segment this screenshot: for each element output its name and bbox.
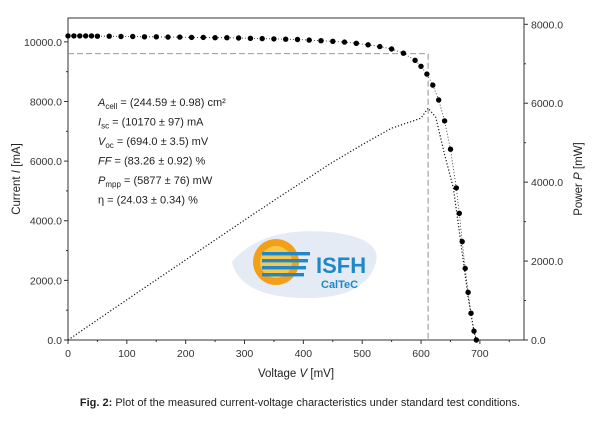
current-data-point [418, 63, 424, 69]
y-right-axis-label: Power P [mW] [573, 142, 585, 216]
logo-text-isfh: ISFH [316, 253, 366, 278]
current-data-point [459, 238, 465, 245]
annotation-line: Pmpp = (5877 ± 76) mW [98, 175, 213, 189]
current-data-point [259, 35, 265, 42]
plot-frame [67, 17, 525, 341]
current-data-point [453, 185, 459, 191]
current-data-point [141, 34, 148, 40]
current-data-point [106, 33, 112, 39]
current-data-point [473, 337, 479, 343]
y-left-axis-label: Current I [mA] [11, 143, 23, 215]
current-data-point [400, 50, 407, 56]
current-data-point [341, 39, 348, 45]
current-data-point [456, 210, 462, 216]
current-data-point [88, 33, 95, 39]
current-data-point [153, 34, 159, 40]
power-curve [67, 107, 477, 341]
logo-stripe [262, 259, 308, 263]
caption-label: Fig. 2: [79, 397, 113, 409]
current-data-point [247, 35, 254, 41]
current-data-point [447, 146, 454, 152]
current-data-point [318, 38, 324, 44]
current-data-point [365, 42, 371, 48]
current-data-point [235, 35, 242, 41]
current-data-point [471, 328, 477, 334]
y-right-tick-label: 4000.0 [531, 177, 563, 189]
x-tick-label: 300 [236, 348, 254, 360]
logo-stripe [262, 273, 304, 277]
current-data-point [283, 36, 289, 42]
y-right-tick-label: 2000.0 [531, 256, 563, 268]
logo-stripe [262, 252, 310, 256]
y-right-tick-label: 0.0 [531, 335, 546, 347]
current-data-point [165, 34, 171, 40]
current-data-point [130, 33, 136, 40]
current-data-point [412, 57, 418, 63]
x-tick-label: 100 [118, 348, 136, 360]
current-data-point [462, 265, 468, 272]
y-left-tick-label: 8000.0 [30, 96, 62, 108]
y-left-tick-label: 6000.0 [30, 156, 62, 168]
current-data-point [224, 35, 230, 41]
current-data-point [330, 38, 336, 44]
current-data-point [177, 34, 183, 40]
caption-text: Plot of the measured current-voltage cha… [112, 397, 521, 409]
current-data-point [118, 33, 124, 40]
current-curve-line [68, 35, 477, 341]
current-data-point [468, 310, 474, 316]
x-tick-label: 0 [65, 348, 71, 360]
x-axis-label: Voltage V [mV] [258, 368, 334, 380]
y-right-tick-label: 8000.0 [531, 19, 563, 31]
logo-text-caltec: CalTeC [321, 279, 358, 291]
current-data-point [441, 118, 448, 124]
y-left-tick-label: 0.0 [47, 335, 62, 347]
y-left-tick-label: 2000.0 [30, 275, 62, 287]
current-data-point [212, 35, 218, 41]
y-left-tick-label: 4000.0 [30, 216, 62, 228]
y-left-tick-label: 10000.0 [24, 37, 62, 49]
annotation-line: FF = (83.26 ± 0.92) % [98, 156, 205, 168]
current-data-point [388, 46, 395, 52]
annotation-line: Voc = (694.0 ± 3.5) mV [98, 136, 209, 150]
current-data-point [83, 33, 89, 39]
logo-stripe [262, 266, 306, 270]
current-data-point [71, 33, 77, 39]
current-data-point [65, 33, 71, 39]
current-data-point [465, 289, 471, 295]
y-right-tick-label: 6000.0 [531, 98, 563, 110]
current-data-point [77, 33, 83, 39]
current-data-point [436, 97, 442, 103]
current-data-point [94, 33, 101, 39]
annotation-line: Acell = (244.59 ± 0.98) cm² [97, 97, 226, 111]
x-tick-label: 700 [471, 348, 489, 360]
current-data-point [188, 34, 195, 41]
annotation-line: η = (24.03 ± 0.34) % [98, 195, 198, 207]
x-tick-label: 400 [295, 348, 313, 360]
current-data-point [200, 34, 206, 41]
current-data-point [353, 40, 359, 46]
current-data-point [271, 36, 277, 42]
current-data-point [294, 36, 301, 43]
current-data-point [306, 37, 312, 43]
figure-caption: Fig. 2: Plot of the measured current-vol… [0, 397, 600, 409]
current-data-point [430, 82, 436, 88]
x-tick-label: 600 [412, 348, 430, 360]
annotation-line: Isc = (10170 ± 97) mA [98, 117, 204, 131]
current-data-point [424, 71, 430, 77]
current-data-point [377, 43, 383, 50]
x-tick-label: 200 [177, 348, 195, 360]
x-tick-label: 500 [353, 348, 371, 360]
